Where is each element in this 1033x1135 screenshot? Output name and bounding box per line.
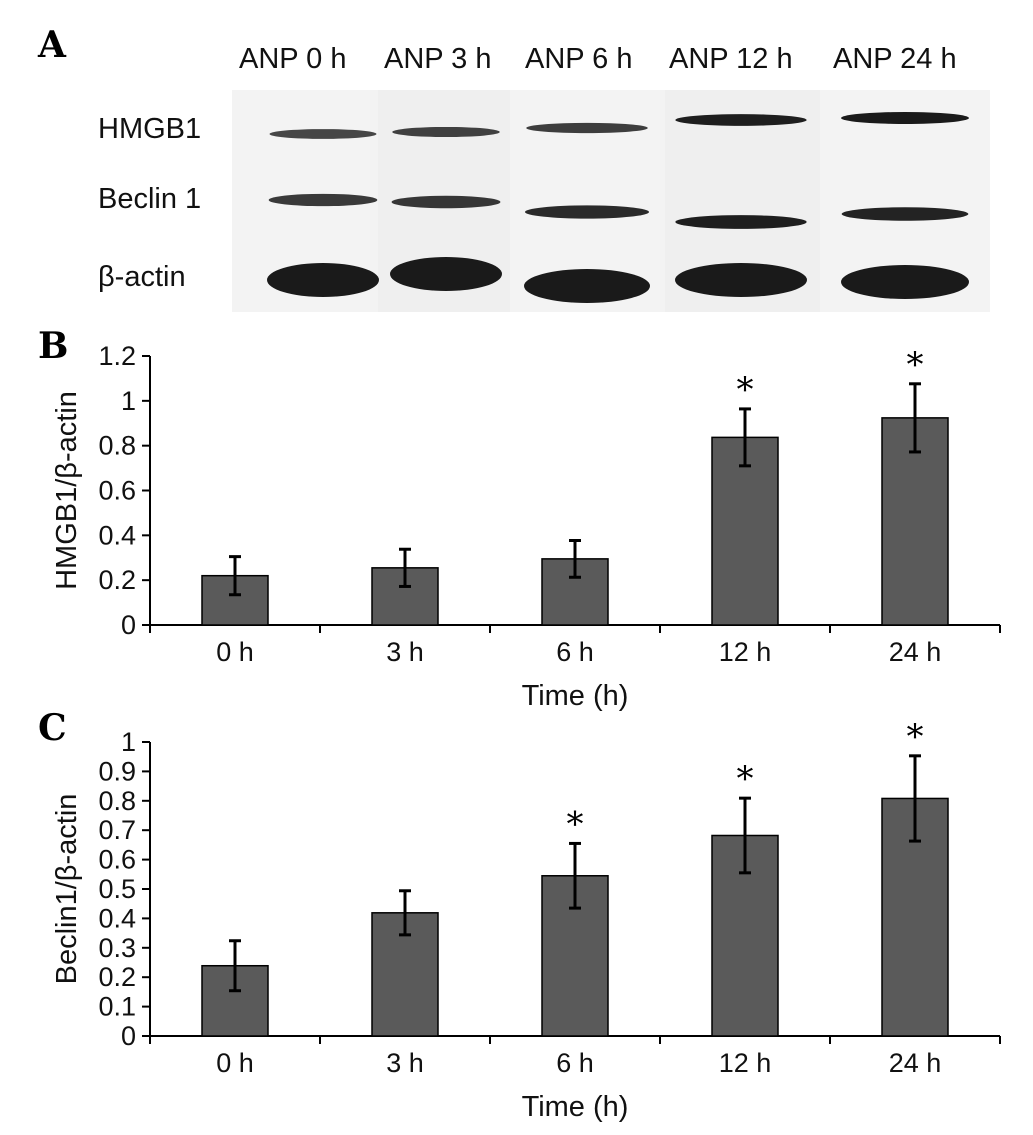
band-hmgb1-2 — [526, 122, 648, 134]
y-tick-label: 0.4 — [98, 903, 136, 933]
row-label-actin: β-actin — [98, 261, 186, 293]
y-tick-label: 0.2 — [98, 565, 136, 595]
beclin1-chart-plot: 00.10.20.30.40.50.60.70.80.91 0 h 3 h * 6 h *… — [51, 717, 1001, 1123]
x-tick-label-3-h: 3 h — [386, 1048, 424, 1078]
x-tick-label-3-h: 3 h — [386, 637, 424, 667]
western-blot-panel: A ANP 0 h ANP 3 h ANP 6 h ANP 12 h ANP 24 h … — [37, 24, 990, 312]
y-tick-label: 0.5 — [98, 874, 136, 904]
y-tick-label: 0 — [121, 610, 136, 640]
x-tick-label-24-h: 24 h — [889, 1048, 942, 1078]
y-tick-label: 0.6 — [98, 476, 136, 506]
y-tick-label: 0 — [121, 1021, 136, 1051]
lane-label-anp-12-h: ANP 12 h — [669, 43, 793, 75]
band-actin-0 — [267, 263, 379, 297]
row-label-hmgb1: HMGB1 — [98, 113, 201, 145]
bar-24-h — [881, 417, 949, 626]
y-tick-label: 0.8 — [98, 431, 136, 461]
significance-marker-12-h: * — [737, 370, 754, 410]
lane-label-anp-3-h: ANP 3 h — [384, 43, 491, 75]
band-beclin-1-2 — [524, 205, 650, 219]
x-tick-label-24-h: 24 h — [889, 637, 942, 667]
y-tick-label: 0.3 — [98, 933, 136, 963]
band-actin-2 — [524, 269, 650, 303]
band-hmgb1-3 — [675, 114, 807, 126]
band-actin-3 — [675, 263, 807, 297]
band-hmgb1-1 — [392, 126, 500, 138]
y-tick-label: 1.2 — [98, 341, 136, 371]
lane-label-anp-6-h: ANP 6 h — [525, 43, 632, 75]
x-tick-label-12-h: 12 h — [719, 1048, 772, 1078]
bar-12-h — [711, 436, 779, 626]
x-tick-label-12-h: 12 h — [719, 637, 772, 667]
y-tick-label: 1 — [121, 386, 136, 416]
band-beclin-1-4 — [841, 207, 969, 221]
blot-bands — [267, 112, 969, 303]
y-tick-label: 0.2 — [98, 962, 136, 992]
hmgb1-chart: B 0 0.2 0.4 0.6 0.8 1 1.2 0 h 3 h 6 h * 12 h * 24 h Ti… — [38, 325, 1001, 712]
x-axis-title: Time (h) — [522, 1091, 629, 1123]
panel-a-letter: A — [37, 24, 67, 66]
y-tick-label: 0.4 — [98, 520, 136, 550]
lane-labels: ANP 0 h ANP 3 h ANP 6 h ANP 12 h ANP 24 h — [239, 43, 957, 75]
row-labels: HMGB1 Beclin 1 β-actin — [98, 113, 201, 293]
panel-b-letter: B — [38, 325, 68, 367]
band-actin-1 — [390, 257, 502, 291]
x-tick-label-0-h: 0 h — [216, 1048, 254, 1078]
y-axis-title: HMGB1/β-actin — [51, 391, 83, 590]
row-label-beclin-1: Beclin 1 — [98, 183, 201, 215]
band-beclin-1-3 — [675, 215, 807, 229]
significance-marker-12-h: * — [737, 759, 754, 799]
y-tick-label: 0.1 — [98, 992, 136, 1022]
band-beclin-1-1 — [391, 195, 501, 209]
y-tick-label: 0.6 — [98, 845, 136, 875]
significance-marker-24-h: * — [907, 717, 924, 757]
beclin1-chart: C 00.10.20.30.40.50.60.70.80.91 0 h 3 h * 6 … — [38, 707, 1001, 1123]
y-tick-label: 1 — [121, 727, 136, 757]
x-tick-label-6-h: 6 h — [556, 1048, 594, 1078]
significance-marker-6-h: * — [567, 804, 584, 844]
y-tick-label: 0.9 — [98, 756, 136, 786]
band-actin-4 — [841, 265, 969, 299]
y-axis-title: Beclin1/β-actin — [51, 794, 83, 985]
y-tick-label: 0.8 — [98, 786, 136, 816]
panel-c-letter: C — [38, 707, 67, 749]
band-beclin-1-0 — [268, 193, 378, 207]
y-tick-label: 0.7 — [98, 815, 136, 845]
x-tick-label-6-h: 6 h — [556, 637, 594, 667]
x-tick-label-0-h: 0 h — [216, 637, 254, 667]
x-axis-title: Time (h) — [522, 680, 629, 712]
hmgb1-chart-plot: 0 0.2 0.4 0.6 0.8 1 1.2 0 h 3 h 6 h * 12 h * 24 h Time… — [51, 341, 1001, 712]
band-hmgb1-4 — [841, 112, 969, 124]
lane-label-anp-0-h: ANP 0 h — [239, 43, 346, 75]
significance-marker-24-h: * — [907, 345, 924, 385]
lane-label-anp-24-h: ANP 24 h — [833, 43, 957, 75]
band-hmgb1-0 — [269, 129, 377, 139]
